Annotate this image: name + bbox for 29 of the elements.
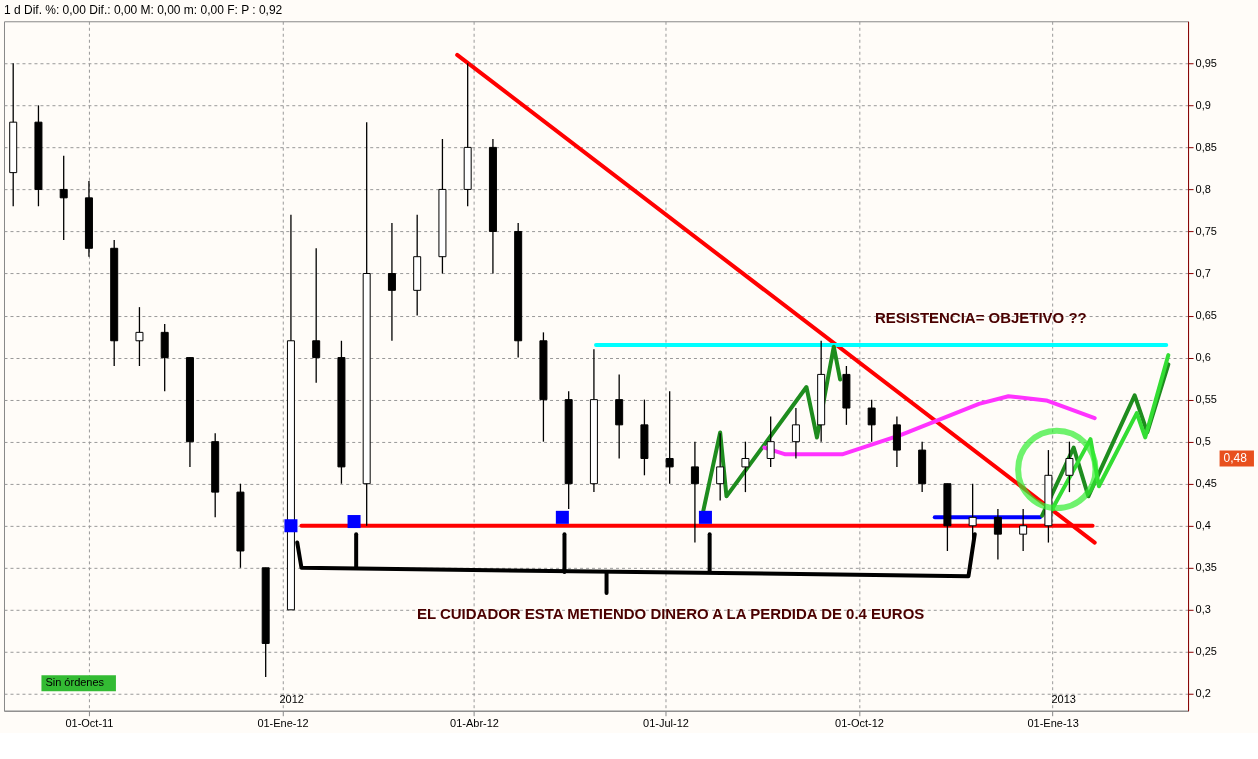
y-tick-label: 0,6 xyxy=(1195,351,1211,364)
y-tick-label: 0,8 xyxy=(1195,182,1211,195)
y-tick-label: 0,2 xyxy=(1195,687,1211,700)
x-tick-label: 01-Abr-12 xyxy=(450,717,499,730)
y-tick-label: 0,7 xyxy=(1195,267,1211,280)
y-tick-label: 0,4 xyxy=(1195,519,1211,532)
y-tick-label: 0,5 xyxy=(1195,435,1211,448)
annotation: EL CUIDADOR ESTA METIENDO DINERO A LA PERDIDA DE 0.4 EUROS xyxy=(416,605,925,623)
x-tick-label: 01-Oct-12 xyxy=(835,717,884,730)
y-tick-label: 0,9 xyxy=(1195,98,1211,111)
text: 0,48 xyxy=(1223,451,1248,466)
annotation: 2012 xyxy=(279,693,304,706)
annotation: Sin órdenes xyxy=(45,676,105,689)
y-tick-label: 0,95 xyxy=(1195,56,1217,69)
x-tick-label: 01-Ene-12 xyxy=(257,717,309,730)
x-tick-label: 01-Ene-13 xyxy=(1027,717,1079,730)
annotation: 2013 xyxy=(1051,693,1076,706)
x-tick-label: 01-Jul-12 xyxy=(643,717,689,730)
y-tick-label: 0,45 xyxy=(1195,477,1217,490)
y-tick-label: 0,25 xyxy=(1195,645,1217,658)
y-tick-label: 0,3 xyxy=(1195,603,1211,616)
annotation: RESISTENCIA= OBJETIVO ?? xyxy=(875,308,1087,326)
y-tick-label: 0,55 xyxy=(1195,393,1217,406)
y-tick-label: 0,75 xyxy=(1195,224,1217,237)
x-tick-label: 01-Oct-11 xyxy=(65,717,114,730)
y-tick-label: 0,85 xyxy=(1195,140,1217,153)
y-tick-label: 0,65 xyxy=(1195,309,1217,322)
chart-title: 1 d Dif. %: 0,00 Dif.: 0,00 M: 0,00 m: 0,00 F: P : 0,92 xyxy=(4,3,283,18)
y-tick-label: 0,35 xyxy=(1195,561,1217,574)
